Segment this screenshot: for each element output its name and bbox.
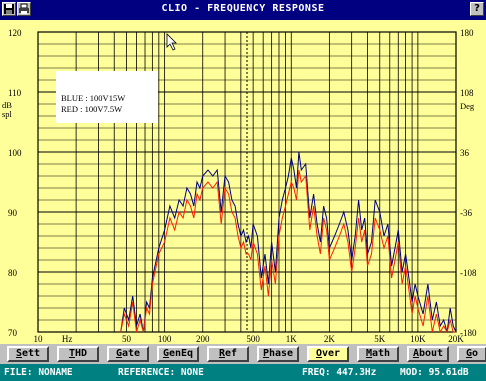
- menu-button-label: ver: [321, 348, 341, 359]
- y-tick-label-left: 110: [8, 88, 22, 98]
- window-title: CLIO - FREQUENCY RESPONSE: [161, 3, 325, 14]
- menu-button-hotkey: G: [115, 348, 122, 359]
- menu-button-math[interactable]: Math: [357, 346, 399, 362]
- y-tick-label-right: -180: [460, 328, 477, 338]
- y-tick-label-left: 90: [8, 208, 18, 218]
- x-tick-label: 20K: [448, 334, 464, 344]
- status-file: FILE: NONAME: [4, 367, 73, 378]
- menu-button-hotkey: A: [412, 348, 419, 359]
- legend-box: [56, 71, 158, 123]
- menu-button-sett[interactable]: Sett: [7, 346, 49, 362]
- menu-button-over[interactable]: Over: [307, 346, 349, 362]
- menu-button-hotkey: G: [162, 348, 169, 359]
- x-tick-label: 10K: [410, 334, 426, 344]
- menu-button-label: enEq: [168, 348, 194, 359]
- x-tick-label: 50: [122, 334, 132, 344]
- status-bar: FILE: NONAME REFERENCE: NONE FREQ: 447.3…: [0, 364, 486, 381]
- y-axis-label-left: dB: [2, 100, 12, 110]
- menu-button-label: HD: [74, 348, 88, 359]
- menu-button-geneq[interactable]: GenEq: [157, 346, 199, 362]
- menu-button-label: hase: [268, 348, 294, 359]
- series-blue-line: [120, 151, 457, 333]
- x-tick-label: 1K: [286, 334, 298, 344]
- menu-button-hotkey: R: [218, 348, 225, 359]
- frequency-response-chart[interactable]: 120 110 100 90 80 70 180 108 36 -36 -108 -180 dB spl D…: [0, 20, 486, 344]
- y-tick-label-left: 80: [8, 268, 18, 278]
- print-icon[interactable]: [17, 2, 31, 16]
- menu-button-label: ett: [21, 348, 41, 359]
- y-axis-label-right: Deg: [460, 101, 475, 111]
- x-tick-label: Hz: [62, 334, 73, 344]
- status-freq: FREQ: 447.3Hz: [302, 367, 377, 378]
- menu-button-thd[interactable]: THD: [57, 346, 99, 362]
- series-red-line: [120, 169, 456, 334]
- menu-button-label: ath: [371, 348, 391, 359]
- menu-button-label: o: [472, 348, 479, 359]
- y-tick-label-left: 120: [8, 28, 22, 38]
- help-button[interactable]: ?: [470, 2, 484, 16]
- y-tick-label-right: 36: [460, 148, 470, 158]
- title-bar: CLIO - FREQUENCY RESPONSE ?: [0, 0, 486, 20]
- y-tick-label-right: 180: [460, 28, 474, 38]
- menu-button-ref[interactable]: Ref: [207, 346, 249, 362]
- x-tick-label: 100: [158, 334, 172, 344]
- status-mod: MOD: 95.61dB: [400, 367, 469, 378]
- y-tick-label-right: 108: [460, 88, 474, 98]
- menu-button-gate[interactable]: Gate: [107, 346, 149, 362]
- mouse-cursor-icon: [166, 33, 177, 51]
- menu-button-hotkey: S: [15, 348, 22, 359]
- menu-button-about[interactable]: About: [407, 346, 449, 362]
- menu-button-go[interactable]: Go: [457, 346, 486, 362]
- status-reference: REFERENCE: NONE: [118, 367, 204, 378]
- legend-red-label: RED : 100V7.5W: [61, 104, 122, 114]
- menu-button-hotkey: P: [262, 348, 269, 359]
- x-tick-label: 2K: [324, 334, 336, 344]
- y-tick-label-right: -108: [460, 268, 477, 278]
- y-tick-label-left: 100: [8, 148, 22, 158]
- x-tick-label: 10: [34, 334, 44, 344]
- menu-button-hotkey: T: [68, 348, 75, 359]
- menu-button-label: ate: [121, 348, 141, 359]
- legend-blue-label: BLUE : 100V15W: [61, 93, 125, 103]
- menu-button-label: ef: [224, 348, 238, 359]
- menu-button-hotkey: G: [465, 348, 472, 359]
- button-bar: Sett THD Gate GenEq Ref Phase Over Math About Go: [0, 344, 486, 364]
- y-tick-label-right: -36: [460, 208, 472, 218]
- x-tick-label: 200: [196, 334, 210, 344]
- menu-button-hotkey: M: [365, 348, 372, 359]
- menu-button-hotkey: O: [315, 348, 322, 359]
- x-tick-label: 500: [246, 334, 260, 344]
- y-axis-label-left: spl: [2, 109, 13, 119]
- save-icon[interactable]: [2, 2, 16, 16]
- menu-button-label: bout: [418, 348, 444, 359]
- y-tick-label-left: 70: [8, 328, 18, 338]
- x-tick-label: 5K: [374, 334, 386, 344]
- menu-button-phase[interactable]: Phase: [257, 346, 299, 362]
